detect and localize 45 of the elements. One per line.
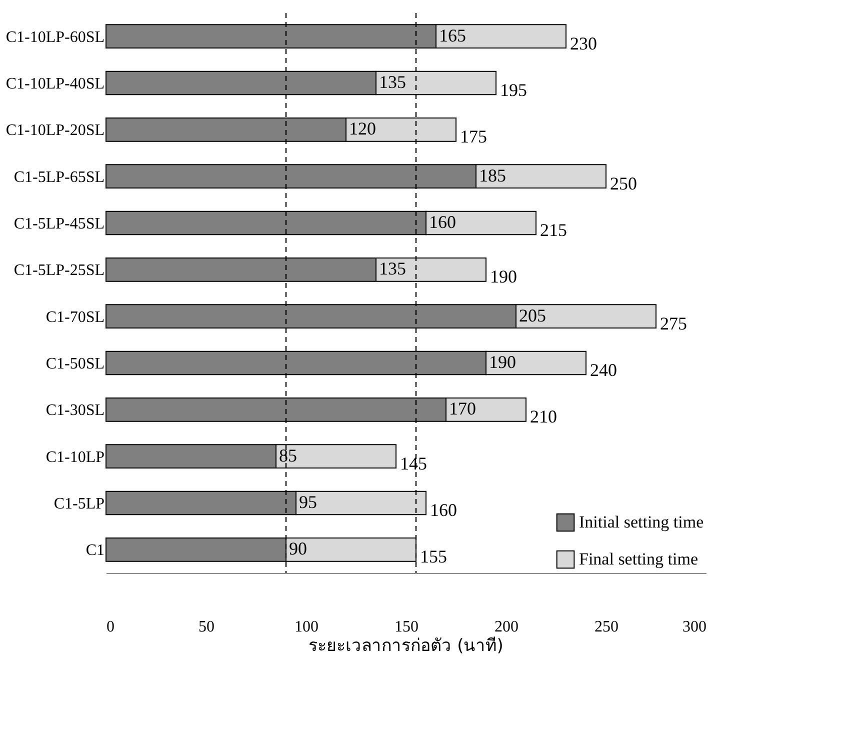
total-label: 160 <box>430 500 457 520</box>
total-label: 215 <box>540 220 567 240</box>
x-tick-label: 50 <box>198 618 214 636</box>
data-label: 135 <box>379 72 406 92</box>
y-tick-label: C1-70SL <box>46 308 104 326</box>
total-label: 175 <box>460 126 487 147</box>
total-label: 250 <box>610 173 637 194</box>
y-tick-label: C1-10LP <box>46 448 105 466</box>
data-label: 95 <box>299 492 317 512</box>
y-tick-label: C1 <box>86 542 104 560</box>
total-label: 240 <box>590 360 617 380</box>
total-label: 145 <box>400 453 427 474</box>
legend-label: Initial setting time <box>579 512 704 532</box>
total-label: 210 <box>530 406 557 427</box>
y-tick-label: C1-10LP-40SL <box>6 76 104 92</box>
y-tick-label: C1-50SL <box>46 356 104 372</box>
total-label: 195 <box>500 80 527 100</box>
legend-label: Final setting time <box>579 550 698 568</box>
x-tick-label: 300 <box>682 618 706 636</box>
x-tick-label: 250 <box>594 618 618 636</box>
y-tick-label: C1-30SL <box>46 402 104 420</box>
data-label: 160 <box>429 212 456 232</box>
data-label: 190 <box>489 352 516 372</box>
y-tick-label: C1-5LP-45SL <box>14 216 104 232</box>
x-tick-label: 200 <box>494 618 518 636</box>
total-label: 275 <box>660 313 687 334</box>
x-tick-label: 100 <box>294 618 318 636</box>
y-tick-label: C1-10LP-60SL <box>6 28 104 46</box>
data-label: 170 <box>449 398 476 419</box>
data-label: 90 <box>289 538 307 559</box>
data-label: 185 <box>479 165 506 186</box>
total-label: 155 <box>420 546 447 567</box>
total-label: 190 <box>490 266 517 287</box>
data-label: 165 <box>439 25 466 46</box>
x-tick-label: 150 <box>394 618 418 636</box>
x-axis-title: ระยะเวลาการก่อตัว (นาที) <box>308 636 504 656</box>
y-tick-label: C1-5LP-65SL <box>14 168 104 186</box>
data-label: 120 <box>349 118 376 139</box>
total-label: 230 <box>570 33 597 54</box>
y-tick-label: C1-10LP-20SL <box>6 122 104 140</box>
x-tick-label: 0 <box>106 618 114 636</box>
y-tick-label: C1-5LP-25SL <box>14 262 104 280</box>
y-tick-label: C1-5LP <box>54 496 105 512</box>
data-label: 135 <box>379 258 406 279</box>
data-label: 205 <box>519 305 546 326</box>
